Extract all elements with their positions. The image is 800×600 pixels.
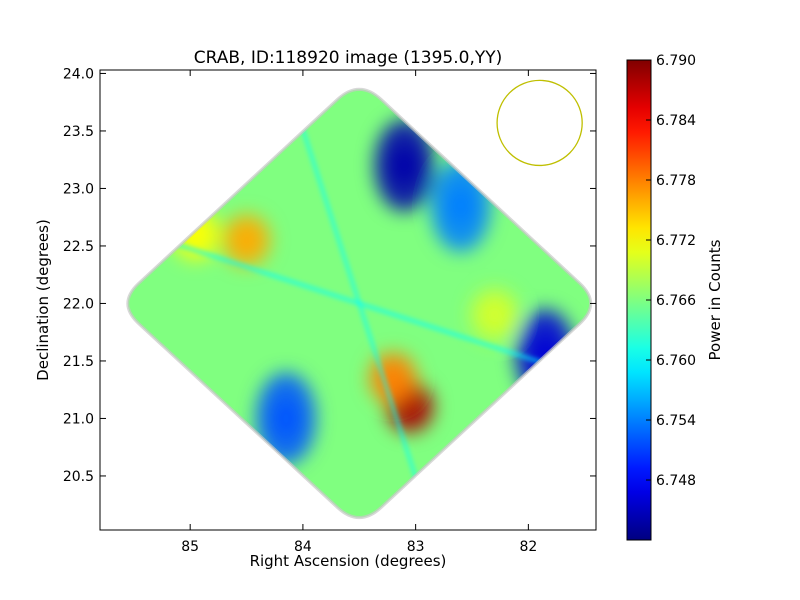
plot-frame: [99, 69, 597, 531]
heatmap-ridge: [284, 89, 435, 518]
heatmap-feature-core: [235, 228, 258, 252]
y-tick-label: 20.5: [63, 469, 94, 485]
beam-circle: [496, 79, 583, 167]
y-axis-label: Declination (degrees): [34, 219, 52, 381]
heatmap-feature-core: [447, 185, 475, 227]
colorbar-tick-label: 6.778: [656, 173, 696, 189]
colorbar-tick-label: 6.790: [656, 53, 696, 69]
heatmap-feature-core: [483, 303, 506, 327]
colorbar-tick-label: 6.748: [656, 473, 696, 489]
y-tick-label: 22.0: [63, 296, 94, 312]
heatmap-feature-core: [390, 144, 418, 187]
heatmap-feature-core: [399, 395, 421, 419]
x-axis-label: Right Ascension (degrees): [250, 552, 447, 570]
colorbar-tick-label: 6.760: [656, 353, 696, 369]
colorbar-label: Power in Counts: [706, 239, 724, 360]
x-tick-label: 83: [407, 539, 425, 555]
colorbar-tick-label: 6.754: [656, 413, 696, 429]
x-tick-label: 82: [519, 539, 537, 555]
colorbar-tick-label: 6.784: [656, 113, 696, 129]
colorbar-tick-label: 6.766: [656, 293, 696, 309]
y-axis: 20.5 21.0 21.5 22.0 22.5 23.0 23.5 24.0: [63, 66, 596, 485]
y-tick-label: 23.0: [63, 181, 94, 197]
colorbar-tick-label: 6.772: [656, 233, 696, 249]
y-tick-label: 22.5: [63, 239, 94, 255]
y-tick-label: 23.5: [63, 124, 94, 140]
x-axis: 85 84 83 82: [181, 70, 537, 555]
x-tick-label: 84: [294, 539, 312, 555]
colorbar-axis: 6.748 6.754 6.760 6.766 6.772 6.778 6.784 6.790: [646, 53, 696, 489]
x-tick-label: 85: [181, 539, 199, 555]
heatmap-ridges: [127, 89, 591, 518]
y-tick-label: 21.0: [63, 411, 94, 427]
chart-title: CRAB, ID:118920 image (1395.0,YY): [194, 48, 503, 68]
footprint-outline: [126, 87, 593, 520]
y-tick-label: 21.5: [63, 354, 94, 370]
y-tick-label: 24.0: [63, 66, 94, 82]
heatmap-feature-core: [272, 397, 300, 440]
